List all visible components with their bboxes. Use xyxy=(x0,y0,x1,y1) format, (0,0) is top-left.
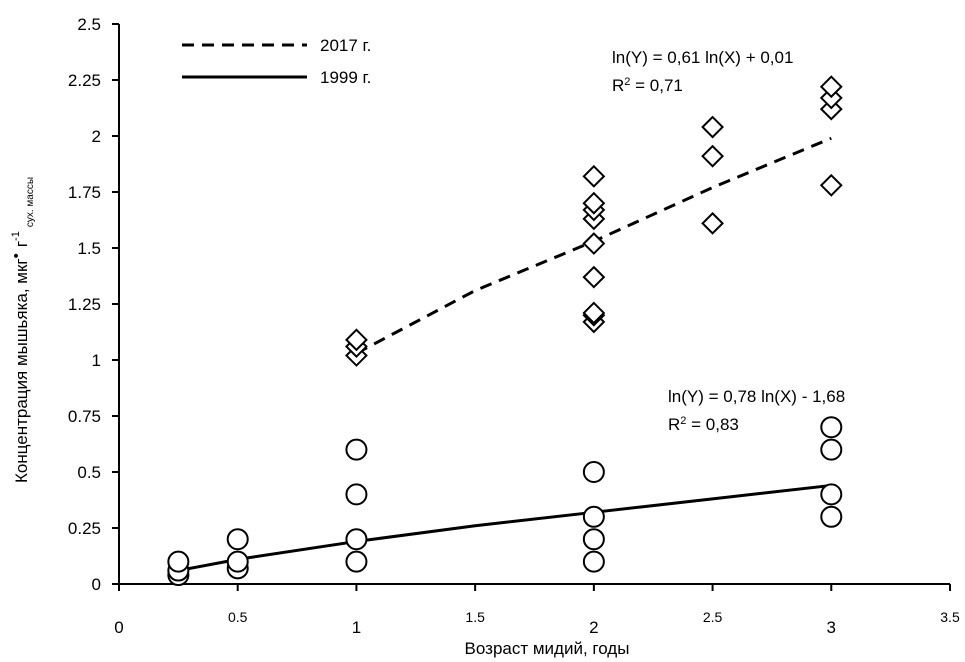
x-tick-label: 0.5 xyxy=(228,609,248,625)
data-point-circle xyxy=(820,438,843,461)
y-tick-label: 2 xyxy=(92,127,101,146)
data-point-circle xyxy=(345,483,368,506)
data-point-diamond xyxy=(582,301,606,325)
y-tick-label: 0.75 xyxy=(68,407,101,426)
axes: 0 0.5 1 1.5 2 2.5 3 3.5 0 0.25 0.5 0.75 1 1.25 1.5 1.75… xyxy=(68,15,960,637)
annotations: ln(Y) = 0,61 ln(X) + 0,01 R2 = 0,71 ln(Y… xyxy=(612,48,845,434)
legend-label-1999: 1999 г. xyxy=(320,68,371,87)
x-tick-label: 2 xyxy=(589,618,598,637)
equation-1999: ln(Y) = 0,78 ln(X) - 1,68 xyxy=(668,387,845,406)
y-tick-label: 0.25 xyxy=(68,519,101,538)
data-point-circle xyxy=(820,483,843,506)
y-tick-label: 1.25 xyxy=(68,295,101,314)
equation-2017: ln(Y) = 0,61 ln(X) + 0,01 xyxy=(612,48,793,67)
data-point-circle xyxy=(582,550,605,573)
x-tick-label: 1.5 xyxy=(465,609,485,625)
markers xyxy=(167,75,843,587)
y-tick-label: 1.5 xyxy=(77,239,101,258)
legend-label-2017: 2017 г. xyxy=(320,36,371,55)
data-point-circle xyxy=(582,461,605,483)
data-point-circle xyxy=(582,528,605,551)
trendlines xyxy=(178,136,832,573)
x-tick-label: 0 xyxy=(114,618,123,637)
data-point-circle xyxy=(345,528,368,551)
y-tick-label: 2.25 xyxy=(68,71,101,90)
r2-1999: R2 = 0,83 xyxy=(668,415,739,434)
data-point-diamond xyxy=(701,115,724,139)
data-point-circle xyxy=(820,416,843,439)
data-point-circle xyxy=(345,438,368,461)
data-point-circle xyxy=(167,550,190,573)
trendline-circle xyxy=(178,483,832,573)
data-point-diamond xyxy=(701,144,724,168)
data-point-circle xyxy=(226,550,249,573)
data-point-circle xyxy=(582,505,605,528)
y-tick-label: 2.5 xyxy=(77,15,101,34)
data-point-diamond xyxy=(819,75,843,99)
y-tick-label: 0 xyxy=(92,575,101,594)
data-point-circle xyxy=(345,550,368,573)
data-point-diamond xyxy=(582,191,606,215)
data-point-diamond xyxy=(582,164,606,188)
x-tick-label: 1 xyxy=(352,618,361,637)
y-axis-title: Концентрация мышьяка, мкг•г-1сух. массы xyxy=(8,177,36,483)
data-point-diamond xyxy=(701,211,724,235)
data-point-diamond xyxy=(345,328,368,352)
y-tick-label: 0.5 xyxy=(77,463,101,482)
x-tick-label: 2.5 xyxy=(703,609,723,625)
r2-2017: R2 = 0,71 xyxy=(612,76,683,95)
data-point-diamond xyxy=(582,232,606,255)
legend: 2017 г. 1999 г. xyxy=(182,36,371,87)
data-point-circle xyxy=(820,505,843,528)
x-axis-title: Возраст мидий, годы xyxy=(465,639,630,658)
data-point-diamond xyxy=(819,173,843,197)
x-tick-label: 3 xyxy=(827,618,836,637)
x-tick-label: 3.5 xyxy=(940,609,960,625)
data-point-diamond xyxy=(582,265,606,289)
y-tick-label: 1.75 xyxy=(68,183,101,202)
y-tick-label: 1 xyxy=(92,351,101,370)
data-point-circle xyxy=(226,528,249,551)
